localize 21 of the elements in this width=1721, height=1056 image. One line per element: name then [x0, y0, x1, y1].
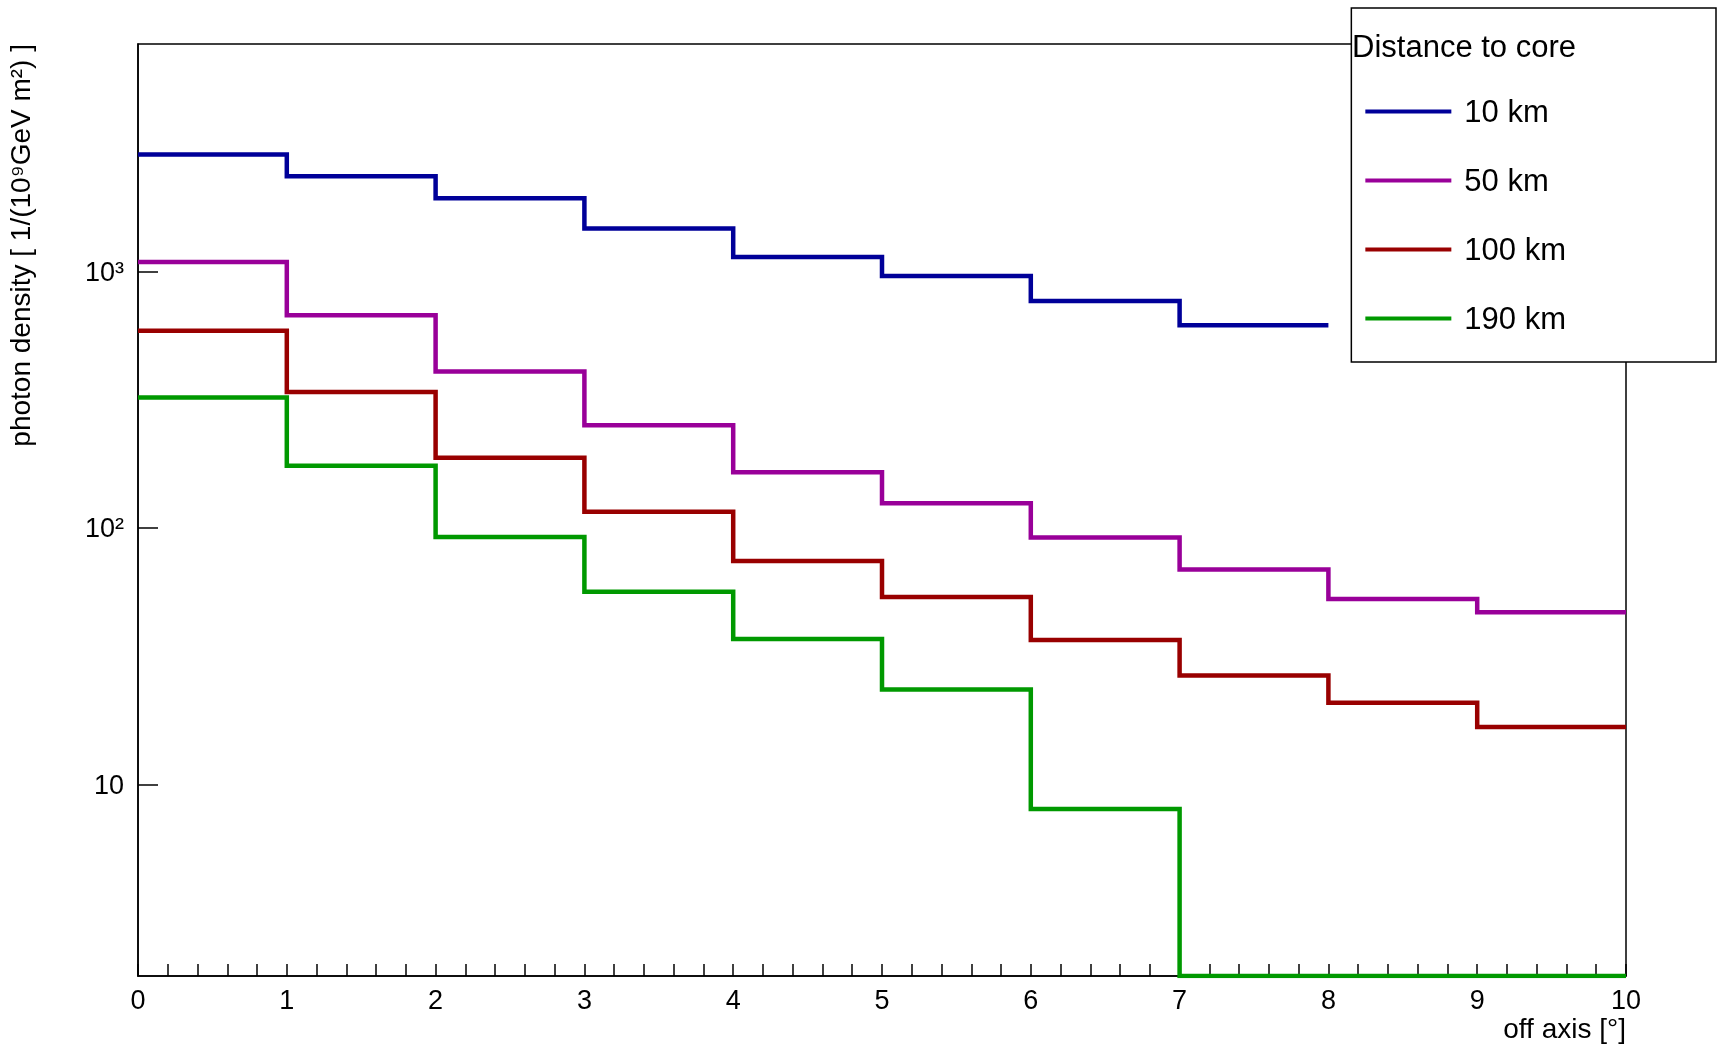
y-tick-label: 10	[93, 769, 124, 800]
y-tick-label: 10²	[84, 513, 124, 544]
x-tick-label: 6	[1023, 984, 1039, 1015]
legend-label: 50 km	[1464, 163, 1549, 198]
x-tick-label: 2	[428, 984, 444, 1015]
x-tick-label: 10	[1610, 984, 1642, 1015]
x-tick-label: 0	[130, 984, 146, 1015]
legend-label: 10 km	[1464, 94, 1549, 129]
y-tick-label: 10³	[84, 256, 124, 287]
x-axis-title: off axis [°]	[1503, 1012, 1626, 1044]
y-axis-title: photon density [ 1/(10⁹GeV m²) ]	[4, 44, 36, 447]
legend-label: 100 km	[1464, 232, 1567, 267]
legend-title: Distance to core	[1352, 29, 1577, 64]
x-tick-label: 3	[576, 984, 592, 1015]
x-tick-label: 8	[1320, 984, 1336, 1015]
x-tick-label: 1	[279, 984, 295, 1015]
x-tick-label: 4	[725, 984, 741, 1015]
x-tick-label: 7	[1172, 984, 1188, 1015]
x-tick-label: 9	[1469, 984, 1485, 1015]
x-tick-label: 5	[874, 984, 890, 1015]
legend-label: 190 km	[1464, 301, 1567, 336]
